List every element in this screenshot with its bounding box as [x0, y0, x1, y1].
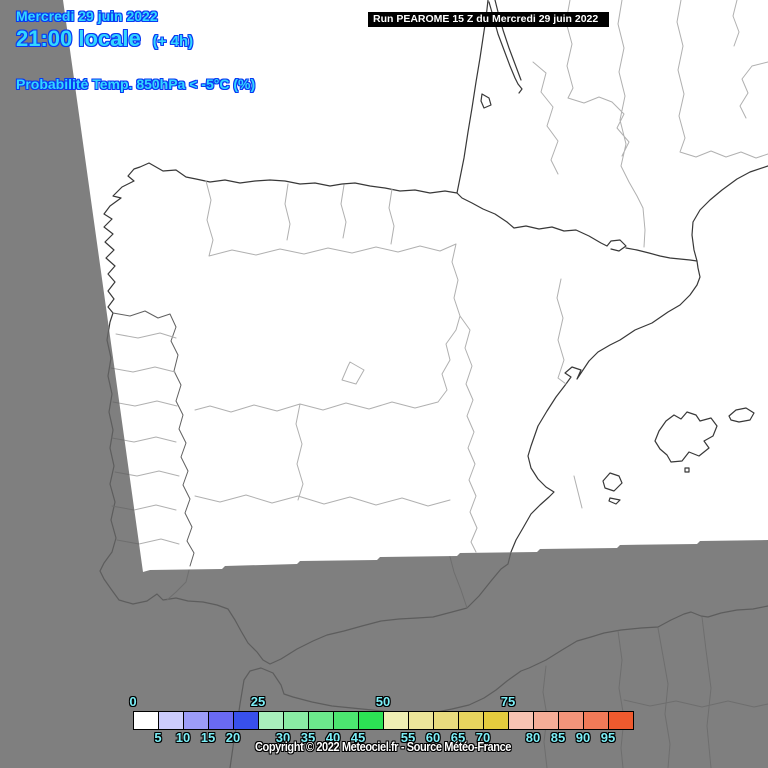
scale-cell-70 [483, 711, 509, 730]
scale-tick-60: 60 [425, 730, 441, 745]
local-time: 21:00 locale [16, 26, 141, 51]
scale-cell-25 [258, 711, 284, 730]
scale-cell-60 [433, 711, 459, 730]
scale-cell-20 [233, 711, 259, 730]
scale-tick-70: 70 [475, 730, 491, 745]
scale-tick-65: 65 [450, 730, 466, 745]
scale-cell-65 [458, 711, 484, 730]
scale-cell-90 [583, 711, 609, 730]
scale-cell-85 [558, 711, 584, 730]
scale-tick-90: 90 [575, 730, 591, 745]
scale-cell-40 [333, 711, 359, 730]
scale-tick-25: 25 [250, 694, 266, 709]
copyright-notice: Copyright © 2022 Meteociel.fr - Source M… [254, 739, 512, 754]
scale-tick-15: 15 [200, 730, 216, 745]
scale-tick-40: 40 [325, 730, 341, 745]
scale-tick-35: 35 [300, 730, 316, 745]
scale-tick-5: 5 [154, 730, 162, 745]
scale-cell-5 [158, 711, 184, 730]
scale-tick-20: 20 [225, 730, 241, 745]
scale-cell-10 [183, 711, 209, 730]
date-label: Mercredi 29 juin 2022 [16, 8, 158, 24]
scale-cell-95 [608, 711, 634, 730]
scale-cell-75 [508, 711, 534, 730]
forecast-hour-offset: (+ 4h) [152, 33, 194, 50]
scale-cell-50 [383, 711, 409, 730]
scale-tick-80: 80 [525, 730, 541, 745]
scale-tick-30: 30 [275, 730, 291, 745]
scale-tick-45: 45 [350, 730, 366, 745]
scale-tick-75: 75 [500, 694, 516, 709]
scale-tick-55: 55 [400, 730, 416, 745]
scale-cell-80 [533, 711, 559, 730]
scale-cell-35 [308, 711, 334, 730]
scale-cell-15 [208, 711, 234, 730]
scale-tick-85: 85 [550, 730, 566, 745]
variable-label: Probabilité Temp. 850hPa < -5°C (%) [16, 76, 256, 92]
scale-tick-10: 10 [175, 730, 191, 745]
scale-tick-0: 0 [129, 694, 137, 709]
time-label: 21:00 locale (+ 4h) [16, 26, 193, 52]
scale-cell-45 [358, 711, 384, 730]
scale-cell-0 [133, 711, 159, 730]
model-run-banner: Run PEAROME 15 Z du Mercredi 29 juin 202… [368, 12, 609, 27]
scale-tick-95: 95 [600, 730, 616, 745]
scale-cell-30 [283, 711, 309, 730]
scale-tick-50: 50 [375, 694, 391, 709]
scale-cell-55 [408, 711, 434, 730]
